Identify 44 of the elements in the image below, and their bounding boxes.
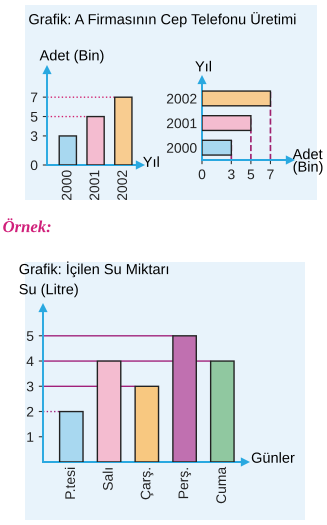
x-tick-label: 2001 [89,170,100,200]
y-tick-label: 5 [30,112,38,122]
y-tick-label: 0 [30,160,38,170]
y-tick-label: 2001 [166,118,196,128]
y-axis-title: Adet (Bin) [40,50,104,64]
x-tick-label: 7 [267,170,274,180]
bar [172,335,197,462]
bar [96,360,122,462]
bar [202,114,252,132]
y-tick-label: 2002 [166,94,196,104]
y-tick-label: 7 [30,92,38,102]
y-tick-label: 5 [26,331,34,341]
bar [58,410,84,462]
text: Örnek: [3,218,51,232]
y-axis-title: Yıl [195,60,212,72]
x-axis-title: Adet (Bin) [292,148,323,175]
chart-title: Grafik: İçilen Su Miktarı [19,262,168,278]
x-tick-label: Perş. [178,468,192,498]
bar [114,96,133,165]
x-tick-label: 0 [198,169,206,180]
x-tick-label: Salı [102,468,113,490]
bar [202,140,232,156]
x-tick-label: Cuma [216,466,226,504]
x-axis-title: Yıl [143,156,159,167]
bar [58,135,78,165]
x-tick-label: 3 [228,169,235,180]
y-tick-label: 3 [30,131,38,142]
y-tick-label: 1 [27,432,34,442]
x-tick-label: P.tesi [64,468,76,499]
bar [210,360,235,462]
x-tick-label: 2002 [117,170,128,200]
x-axis-title: Günler [252,452,295,463]
y-tick-label: 4 [26,356,34,366]
x-tick-label: 2000 [62,170,72,200]
y-tick-label: 2 [26,406,34,417]
bar [86,116,105,165]
x-tick-label: 5 [248,170,254,180]
bar [202,90,272,107]
y-tick-label: 2000 [166,143,197,153]
bar [134,386,160,462]
y-axis-title: Su (Litre) [19,284,78,298]
y-tick-label: 3 [26,382,34,392]
text: Grafik: A Firmasının Cep Telefonu Üretimi [29,12,296,28]
x-tick-label: Çarş. [140,468,154,500]
